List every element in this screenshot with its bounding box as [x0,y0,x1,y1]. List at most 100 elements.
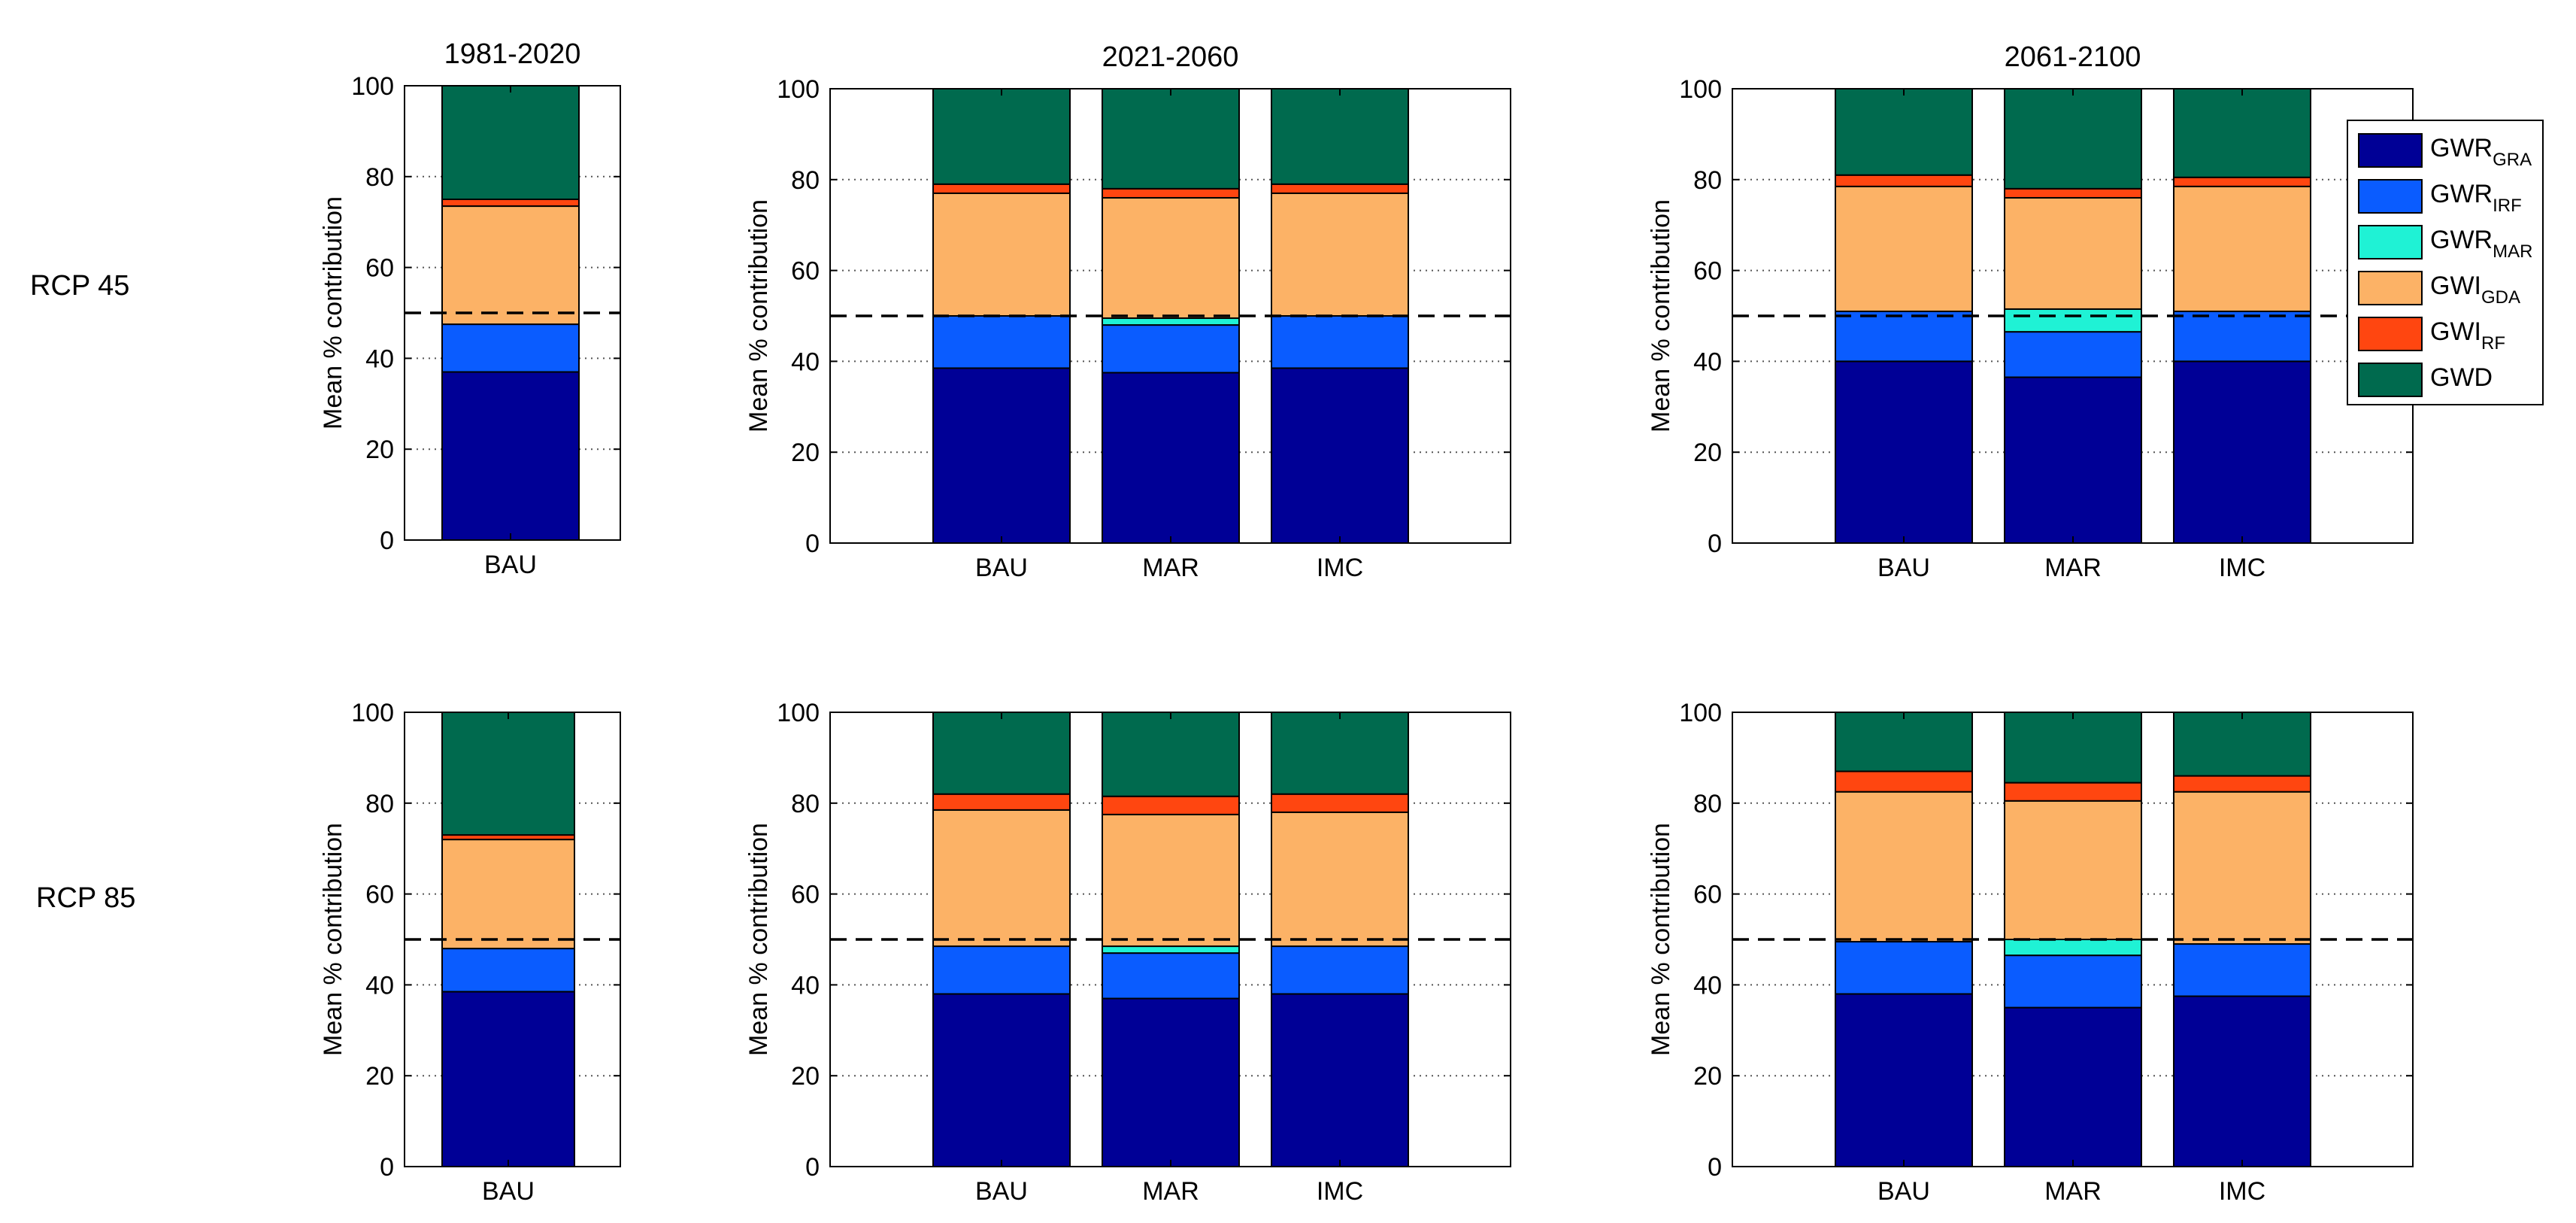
bar-bau [1835,88,1973,544]
bar-segment-gwr-gra [1835,993,1973,1167]
panel-3: BAU MAR IMC 0 20 40 60 80 100 Mean % contribution… [1647,41,2414,582]
y-tick-label: 80 [1693,790,1722,818]
legend-entry-gwr-mar: GWRMAR [2358,225,2532,262]
bar-segment-gwr-irf [1102,324,1240,374]
bar-segment-gwr-irf [441,323,580,373]
bar-segment-gwi-gda [2173,185,2311,312]
x-tick-label: IMC [2219,1177,2265,1206]
legend-label: GWIGDA [2430,272,2520,308]
bar-segment-gwi-rf [932,183,1071,194]
panel-title: 2021-2060 [1102,41,1239,73]
x-tick-label: IMC [2219,554,2265,582]
bar-segment-gwd [2004,88,2142,190]
legend-swatch [2358,271,2423,305]
row-label-rcp85: RCP 85 [36,882,135,914]
bar-segment-gwi-gda [1102,813,1240,948]
y-tick-label: 40 [791,971,820,1000]
x-tick-label: MAR [2044,1177,2102,1206]
bar-segment-gwr-gra [441,991,575,1167]
bar-segment-gwi-rf [932,793,1071,811]
y-tick-label: 40 [365,344,394,373]
y-axis-label: Mean % contribution [319,823,347,1056]
y-tick-label: 80 [1693,166,1722,195]
panel-5: BAU MAR IMC 0 20 40 60 80 100 Mean % contribution [744,699,1511,1206]
axes-frame [829,712,1511,1167]
bar-segment-gwr-irf [932,945,1071,995]
bar-mar [2004,712,2142,1167]
bar-segment-gwr-mar [1102,945,1240,954]
x-tick-label: MAR [1142,1177,1199,1206]
bar-segment-gwr-gra [2004,1006,2142,1167]
y-tick-label: 40 [791,347,820,376]
legend-entry-gwr-irf: GWRIRF [2358,179,2522,216]
y-tick-label: 100 [1679,75,1722,104]
bar-segment-gwi-rf [441,199,580,208]
bar-segment-gwi-gda [1271,192,1409,317]
y-tick-label: 60 [1693,257,1722,286]
bar-segment-gwr-irf [2173,310,2311,363]
y-tick-label: 100 [351,72,394,101]
bar-segment-gwr-gra [2173,995,2311,1167]
bar-segment-gwi-rf [2004,781,2142,802]
panel-4: BAU 0 20 40 60 80 100 Mean % contribution [319,699,621,1206]
bar-segment-gwi-rf [1271,183,1409,194]
bar-segment-gwr-gra [1102,997,1240,1168]
axes-frame [1732,712,2414,1167]
axes-frame [829,88,1511,544]
legend-label: GWD [2430,363,2493,392]
bar-segment-gwi-gda [441,205,580,326]
bar-mar [1102,88,1240,544]
y-tick-label: 60 [791,257,820,286]
bar-segment-gwd [1835,88,1973,176]
bar-segment-gwr-gra [2004,376,2142,545]
panel-2: BAU MAR IMC 0 20 40 60 80 100 Mean % contribution… [744,41,1511,582]
y-tick-label: 100 [777,699,820,727]
legend-label: GWRMAR [2430,226,2532,262]
y-tick-label: 40 [365,971,394,1000]
bar-segment-gwd [1271,712,1409,795]
y-tick-label: 60 [365,254,394,283]
bar-imc [2173,88,2311,544]
bar-segment-gwr-gra [1102,372,1240,544]
legend-swatch [2358,133,2423,168]
y-tick-label: 0 [1708,530,1722,558]
y-tick-label: 0 [380,1153,394,1182]
bar-bau [1835,712,1973,1167]
bar-segment-gwr-irf [1835,310,1973,363]
legend-entry-gwi-rf: GWIRF [2358,317,2505,354]
bar-segment-gwr-mar [1102,317,1240,326]
y-axis-label: Mean % contribution [1647,823,1675,1056]
bar-segment-gwd [932,88,1071,185]
bar-bau [441,712,575,1167]
y-tick-label: 60 [365,881,394,909]
bar-segment-gwi-gda [2004,800,2142,941]
bar-bau [441,85,580,541]
y-tick-label: 20 [365,435,394,464]
bar-segment-gwd [932,712,1071,795]
legend-label: GWRGRA [2430,134,2532,170]
bar-segment-gwi-rf [2004,187,2142,199]
bar-segment-gwr-irf [932,315,1071,369]
legend-swatch [2358,363,2423,397]
bar-segment-gwi-rf [2173,775,2311,793]
y-tick-label: 20 [791,439,820,467]
bar-segment-gwi-rf [1271,793,1409,813]
panel-title: 1981-2020 [444,38,581,70]
bar-segment-gwi-gda [2173,791,2311,945]
y-axis-label: Mean % contribution [744,823,773,1056]
legend-swatch [2358,317,2423,351]
bar-segment-gwr-irf [1271,945,1409,995]
panel-6: BAU MAR IMC 0 20 40 60 80 100 Mean % contribution [1647,699,2414,1206]
bar-mar [2004,88,2142,545]
y-tick-label: 0 [1708,1153,1722,1182]
bar-segment-gwd [2173,88,2311,178]
bar-segment-gwd [1102,88,1240,190]
x-tick-label: MAR [1142,554,1199,582]
y-tick-label: 60 [791,881,820,909]
bar-segment-gwr-gra [441,371,580,541]
x-tick-label: IMC [1317,554,1363,582]
x-tick-label: BAU [1877,554,1930,582]
row-label-rcp45: RCP 45 [30,270,129,302]
panels: BAU 0 20 40 60 80 100 Mean % contribution 1981-2… [319,38,2414,1206]
